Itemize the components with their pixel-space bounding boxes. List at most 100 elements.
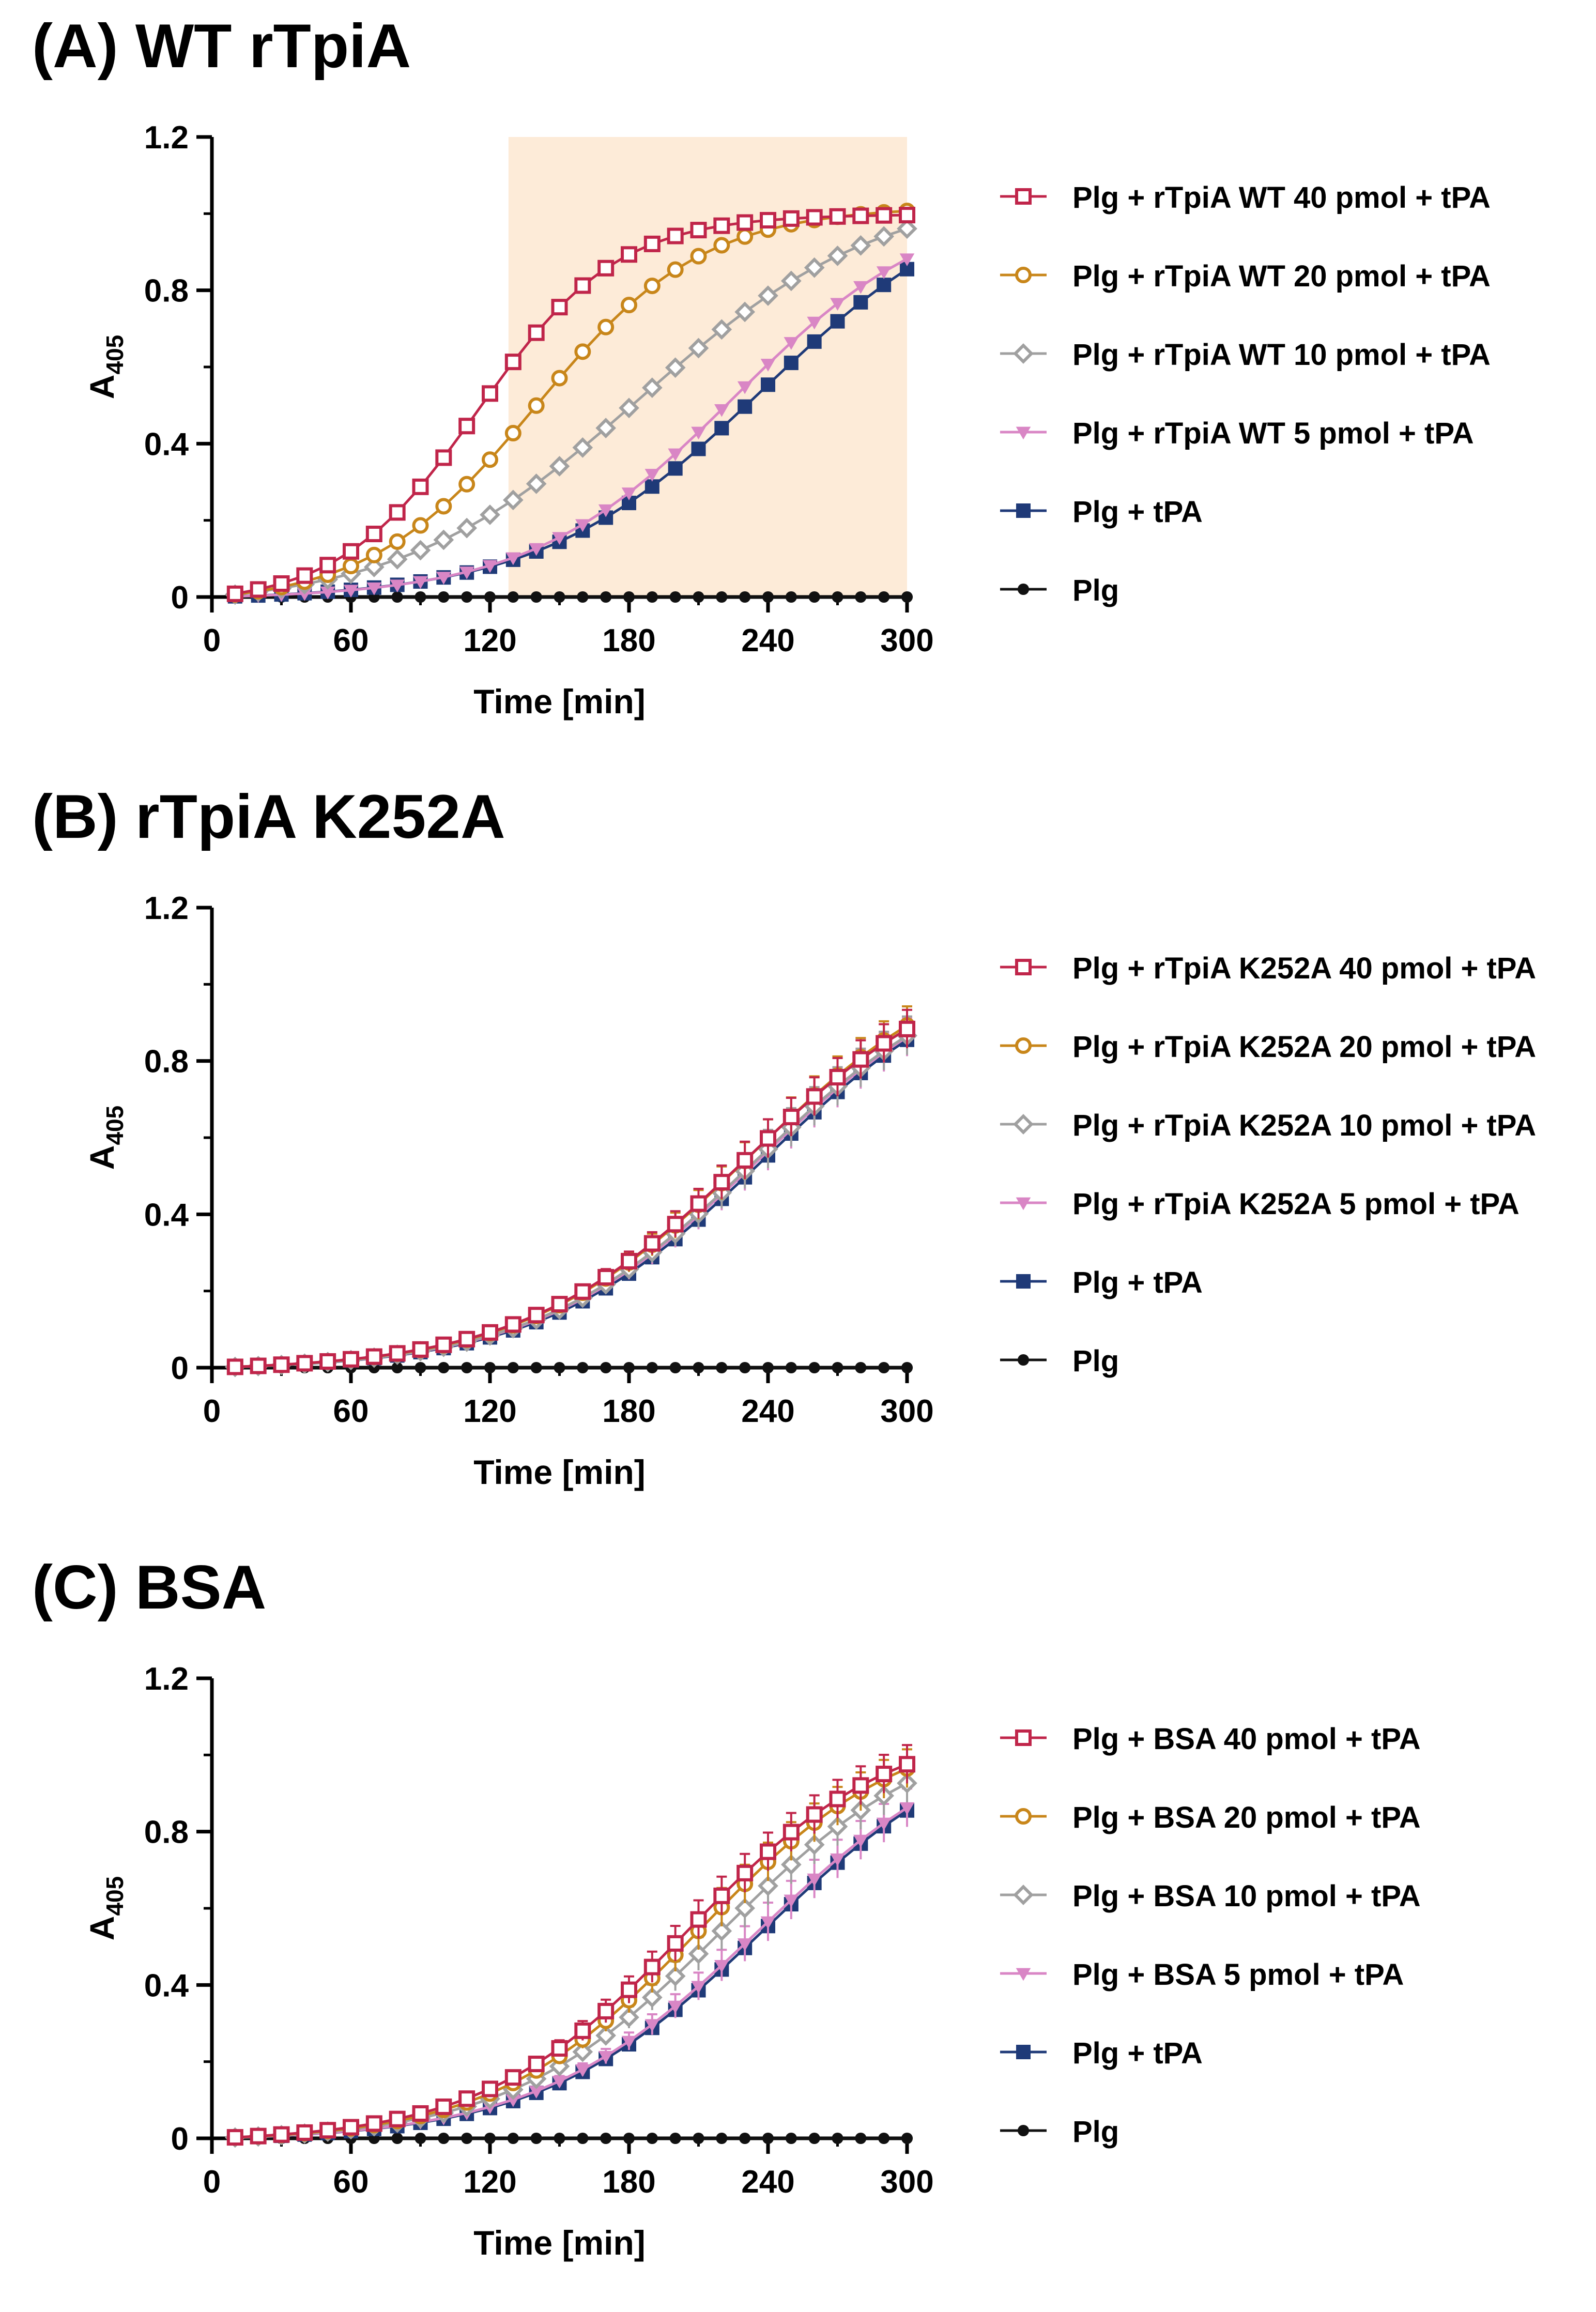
data-point — [736, 1152, 754, 1169]
data-point — [667, 1935, 684, 1952]
data-point — [415, 591, 426, 603]
data-point — [410, 540, 431, 561]
x-axis-label: Time [min] — [473, 2224, 645, 2262]
legend-item: Plg + BSA 10 pmol + tPA — [1000, 1879, 1421, 1913]
legend-item: Plg + rTpiA K252A 5 pmol + tPA — [1000, 1187, 1520, 1221]
data-point — [507, 591, 519, 603]
series-2 — [224, 1015, 917, 1377]
data-point — [435, 498, 452, 515]
series-4 — [227, 1032, 914, 1374]
legend-label: Plg + BSA 5 pmol + tPA — [1072, 1958, 1404, 1992]
data-point — [807, 316, 822, 330]
data-point — [832, 1361, 843, 1374]
legend-item: Plg + rTpiA K252A 10 pmol + tPA — [1000, 1109, 1536, 1142]
legend-label: Plg + rTpiA K252A 10 pmol + tPA — [1072, 1109, 1536, 1142]
data-point — [623, 2132, 635, 2145]
series-line — [235, 1028, 908, 1368]
data-point — [739, 1361, 751, 1374]
data-point — [877, 278, 892, 293]
data-point — [876, 266, 892, 279]
series-0 — [226, 1008, 915, 1375]
data-point — [641, 1987, 663, 2008]
y-axis-label-main: A — [83, 1916, 121, 1941]
y-tick-label: 1.2 — [144, 891, 189, 926]
y-tick-label: 1.2 — [144, 120, 189, 156]
data-point — [641, 377, 663, 398]
data-point — [621, 487, 637, 500]
x-tick-label: 0 — [203, 1394, 221, 1429]
data-point — [1016, 1968, 1031, 1981]
x-tick-label: 180 — [602, 1394, 655, 1429]
data-point — [412, 478, 429, 495]
data-point — [784, 1894, 799, 1908]
data-point — [530, 1361, 542, 1374]
data-point — [435, 449, 452, 466]
legend-item: Plg + rTpiA WT 40 pmol + tPA — [1000, 181, 1491, 215]
x-tick-label: 240 — [741, 2164, 794, 2200]
data-point — [899, 253, 915, 267]
data-point — [827, 1816, 848, 1837]
data-point — [319, 557, 336, 574]
data-point — [595, 2025, 617, 2046]
data-point — [456, 517, 478, 539]
data-point — [226, 2129, 243, 2146]
data-point — [1016, 503, 1031, 518]
data-point — [415, 1361, 426, 1374]
data-point — [829, 1069, 846, 1086]
data-point — [667, 227, 684, 244]
data-point — [482, 451, 498, 468]
data-point — [600, 2132, 612, 2145]
data-point — [665, 1966, 686, 1987]
data-point — [737, 381, 753, 394]
data-point — [484, 1361, 496, 1374]
data-point — [899, 1020, 915, 1037]
data-point — [762, 591, 774, 603]
data-point — [482, 2080, 498, 2097]
data-point — [804, 257, 825, 278]
data-point — [391, 591, 403, 603]
data-point — [461, 2132, 473, 2145]
data-point — [507, 1361, 519, 1374]
data-point — [319, 1353, 336, 1370]
data-point — [390, 579, 405, 593]
data-point — [644, 479, 659, 494]
data-point — [391, 2132, 403, 2145]
legend-item: Plg + tPA — [1000, 1266, 1203, 1299]
data-point — [644, 2019, 660, 2032]
data-point — [572, 437, 593, 458]
series-4 — [227, 1803, 914, 2145]
data-point — [736, 1864, 754, 1881]
legend-label: Plg + rTpiA WT 20 pmol + tPA — [1072, 259, 1491, 293]
chart-a: 0 0.4 0.8 1.2 0 60 120 180 240 300 Time [min] A405 P… — [83, 120, 1491, 721]
data-point — [850, 235, 871, 256]
data-point — [226, 585, 243, 602]
data-point — [758, 285, 778, 306]
data-point — [389, 1345, 406, 1362]
data-point — [1016, 1274, 1031, 1289]
y-tick-label: 1.2 — [144, 1661, 189, 1697]
data-point — [552, 532, 567, 545]
series-1 — [226, 1005, 915, 1375]
data-point — [760, 1843, 776, 1860]
data-point — [530, 591, 542, 603]
data-point — [554, 1361, 565, 1374]
data-point — [621, 2035, 637, 2049]
x-axis-label: Time [min] — [473, 682, 645, 721]
data-point — [574, 343, 591, 360]
data-point — [598, 2050, 613, 2064]
data-point — [574, 1283, 591, 1300]
data-point — [734, 301, 756, 323]
data-point — [480, 504, 500, 525]
data-point — [529, 543, 544, 556]
data-point — [504, 354, 521, 371]
data-point — [575, 519, 590, 532]
data-point — [855, 1361, 867, 1374]
data-point — [574, 2022, 591, 2039]
data-point — [433, 529, 454, 550]
legend-label: Plg + BSA 20 pmol + tPA — [1072, 1801, 1421, 1834]
series-line — [235, 1034, 908, 1369]
data-point — [758, 1875, 778, 1896]
data-point — [549, 456, 570, 477]
data-point — [643, 235, 661, 252]
data-point — [619, 2007, 639, 2028]
